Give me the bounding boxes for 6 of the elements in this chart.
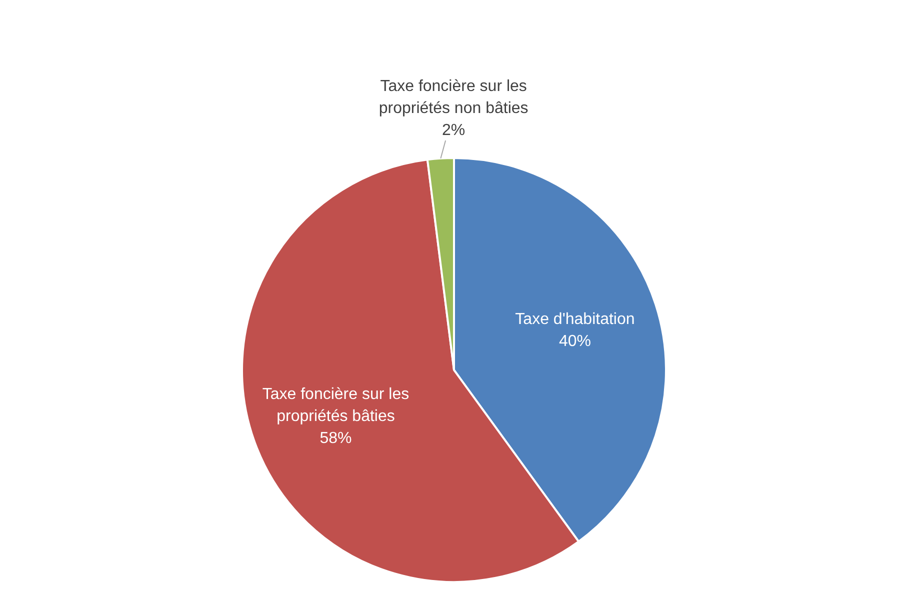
data-label: 2% — [442, 122, 466, 139]
data-label: 40% — [558, 333, 591, 350]
slice-label: Taxe foncière sur les propriétés non bâties — [378, 78, 528, 117]
slice-label: Taxe foncière sur les propriétés bâties — [262, 386, 410, 426]
slice-label: Taxe d'habitation — [515, 311, 635, 328]
data-label: 58% — [320, 430, 352, 448]
